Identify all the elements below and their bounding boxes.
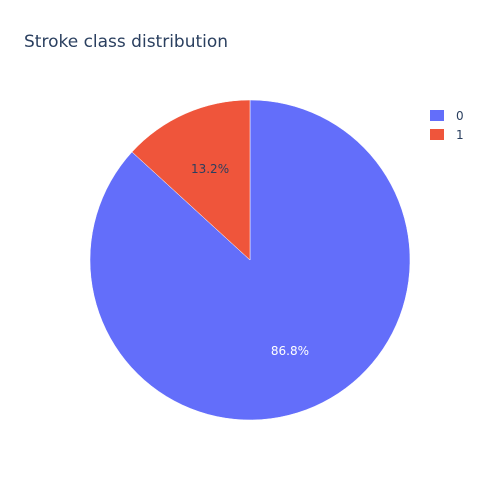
slice-label-0: 86.8%	[271, 344, 309, 358]
legend-label-0: 0	[456, 108, 464, 123]
legend-swatch-0	[430, 110, 444, 121]
legend-label-1: 1	[456, 127, 464, 142]
legend-swatch-1	[430, 129, 444, 140]
chart-title: Stroke class distribution	[24, 32, 229, 52]
legend-item-1[interactable]: 1	[430, 125, 464, 144]
legend-item-0[interactable]: 0	[430, 106, 464, 125]
slice-label-1: 13.2%	[191, 162, 229, 176]
pie-slice-1[interactable]	[131, 99, 251, 261]
legend: 0 1	[430, 106, 464, 144]
